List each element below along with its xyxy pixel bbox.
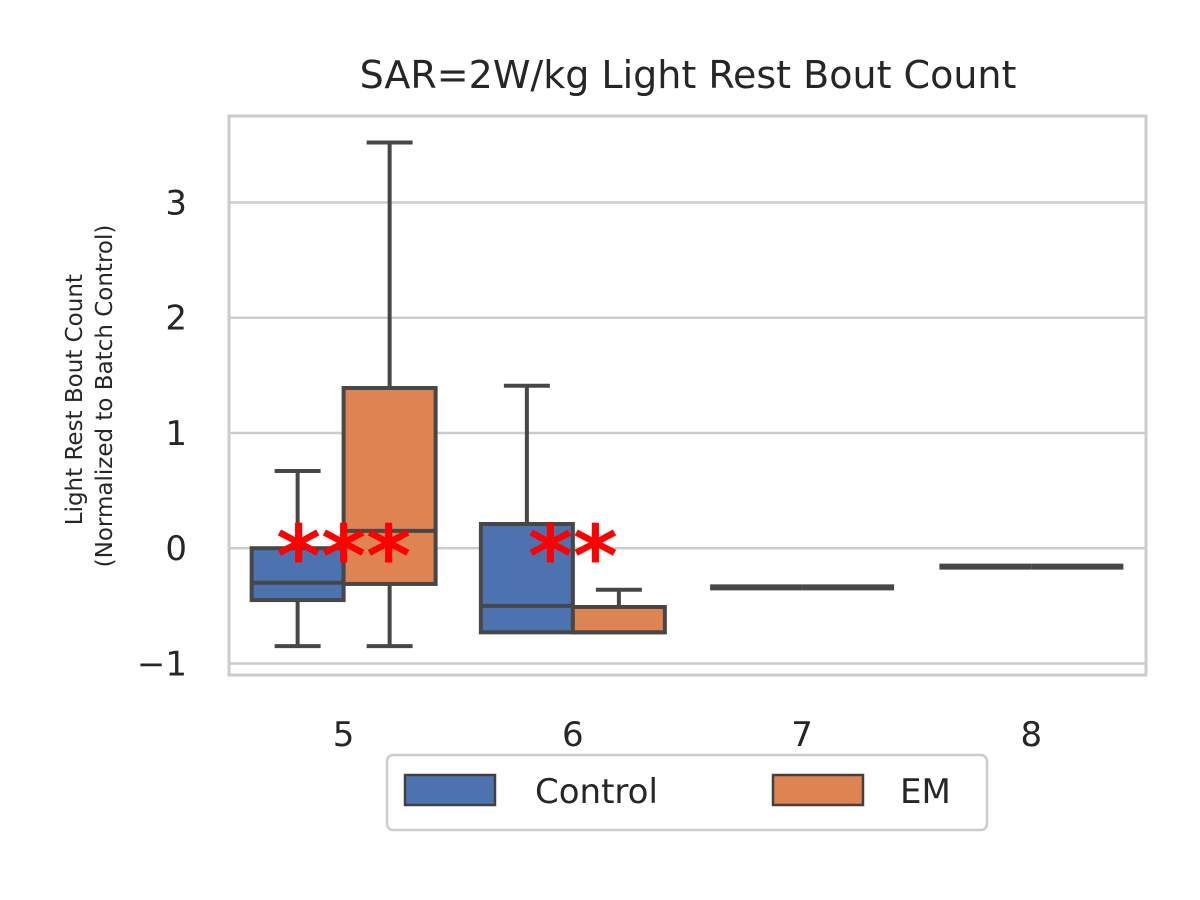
y-axis-label-line2: (Normalized to Batch Control) — [92, 225, 118, 568]
legend: Control EM — [385, 753, 989, 832]
y-axis-label-line1: Light Rest Bout Count — [62, 274, 88, 525]
x-tick-label-6: 6 — [562, 715, 584, 755]
y-axis-ticks: −1 0 1 2 3 — [137, 183, 187, 684]
x-tick-label-8: 8 — [1021, 715, 1043, 755]
legend-label-em: EM — [900, 772, 951, 812]
significance-annotations: *** ** — [276, 508, 618, 608]
chart-title: SAR=2W/kg Light Rest Bout Count — [360, 53, 1017, 97]
box-layer — [249, 140, 1124, 649]
y-tick-label--1: −1 — [137, 644, 187, 684]
box-body-control-6 — [478, 522, 575, 635]
box-body-em-5 — [341, 386, 438, 586]
box-body-em-6 — [570, 604, 667, 635]
y-tick-label-0: 0 — [165, 529, 187, 569]
plot-area-frame — [227, 114, 1148, 677]
x-tick-label-5: 5 — [333, 715, 355, 755]
x-tick-label-7: 7 — [791, 715, 813, 755]
y-tick-label-2: 2 — [165, 299, 187, 339]
box-control-6 — [478, 383, 575, 635]
y-tick-label-3: 3 — [165, 183, 187, 223]
box-em-5 — [341, 140, 438, 649]
legend-swatch-control — [403, 773, 497, 807]
box-em-6 — [570, 587, 667, 635]
x-axis-ticks: 5 6 7 8 — [333, 715, 1042, 755]
legend-label-control: Control — [535, 772, 658, 812]
y-tick-label-1: 1 — [165, 414, 187, 454]
significance-marker-5: *** — [276, 508, 411, 608]
significance-marker-6: ** — [528, 508, 618, 608]
y-axis-label: Light Rest Bout Count (Normalized to Bat… — [62, 225, 118, 568]
legend-swatch-em — [771, 773, 865, 807]
